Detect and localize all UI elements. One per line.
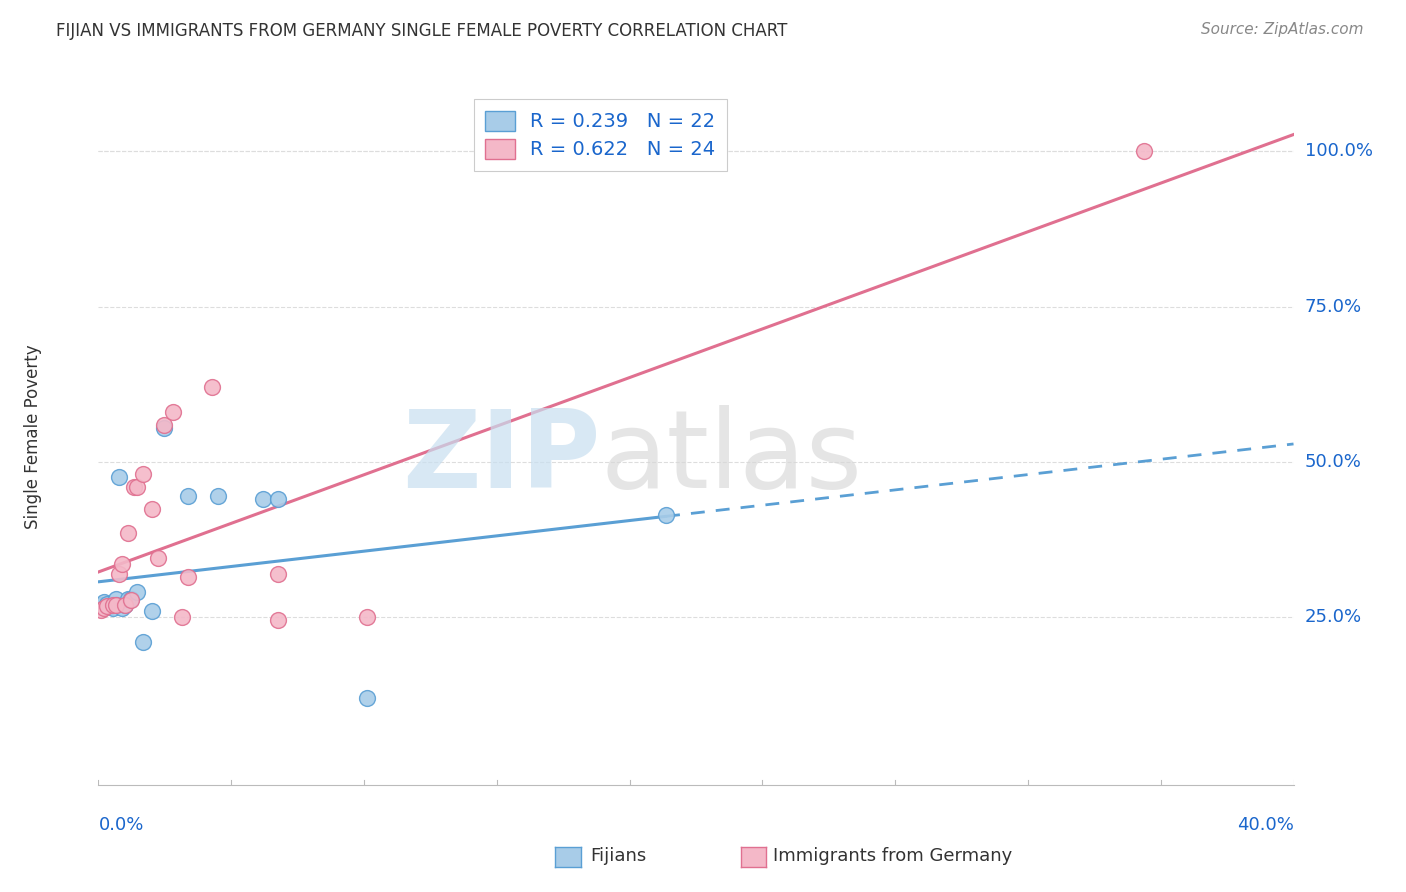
Point [267,566,290,581]
Point [124,480,146,494]
Text: 100.0%: 100.0% [1305,143,1372,161]
Point [356,690,378,705]
Point [153,421,176,435]
Point [267,613,290,627]
Text: 40.0%: 40.0% [1237,815,1294,833]
Text: 75.0%: 75.0% [1305,298,1362,316]
Point [1133,145,1156,159]
Point [141,604,163,618]
Point [103,601,125,615]
Text: 25.0%: 25.0% [1305,608,1362,626]
Text: Source: ZipAtlas.com: Source: ZipAtlas.com [1201,22,1364,37]
Point [111,601,134,615]
Text: atlas: atlas [600,405,862,511]
Point [655,508,678,522]
Point [132,635,155,649]
Point [90,598,112,612]
Point [153,417,176,432]
Point [162,405,184,419]
Text: 0.0%: 0.0% [98,815,143,833]
Text: Fijians: Fijians [591,847,647,865]
Point [127,585,149,599]
Point [207,489,229,503]
Text: 50.0%: 50.0% [1305,453,1361,471]
Point [105,591,128,606]
Point [356,610,378,624]
Point [96,597,118,611]
Point [267,492,290,507]
Point [111,558,134,572]
Point [93,595,115,609]
Point [117,526,139,541]
Point [177,489,200,503]
Point [132,467,155,482]
Point [108,470,131,484]
Point [172,610,194,624]
Point [114,598,136,612]
Point [105,598,128,612]
Point [93,601,115,615]
Text: ZIP: ZIP [402,405,600,511]
Point [120,591,142,606]
Point [90,603,112,617]
Point [252,492,274,507]
Point [127,480,149,494]
Point [98,599,122,613]
Point [103,598,125,612]
Point [201,380,224,394]
Text: Immigrants from Germany: Immigrants from Germany [773,847,1012,865]
Legend: R = 0.239   N = 22, R = 0.622   N = 24: R = 0.239 N = 22, R = 0.622 N = 24 [474,99,727,171]
Text: FIJIAN VS IMMIGRANTS FROM GERMANY SINGLE FEMALE POVERTY CORRELATION CHART: FIJIAN VS IMMIGRANTS FROM GERMANY SINGLE… [56,22,787,40]
Point [120,592,142,607]
Point [114,598,136,612]
Point [96,599,118,613]
Point [105,598,128,612]
Point [148,551,170,566]
Point [141,501,163,516]
Point [108,566,131,581]
Point [117,591,139,606]
Point [177,570,200,584]
Text: Single Female Poverty: Single Female Poverty [24,345,42,529]
